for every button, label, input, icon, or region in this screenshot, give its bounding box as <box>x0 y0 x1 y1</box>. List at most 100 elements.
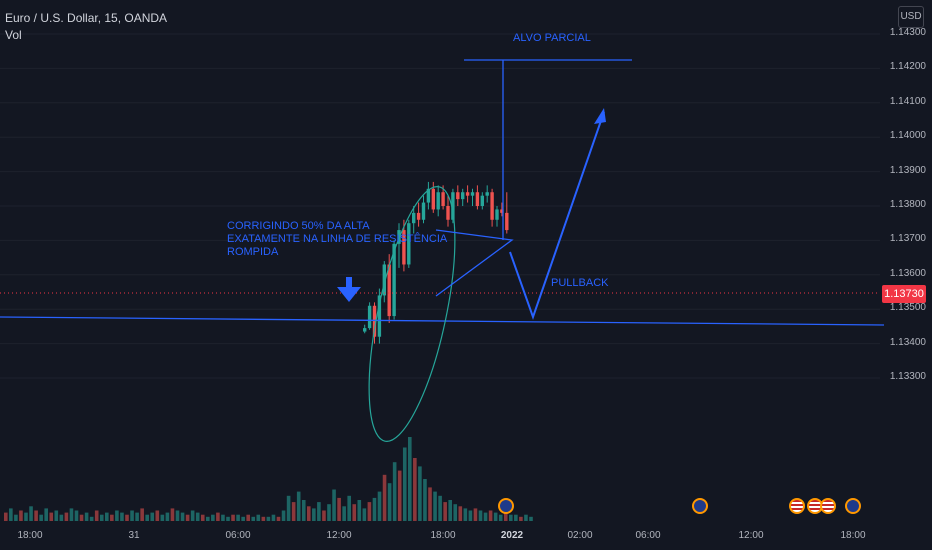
us-event-icon[interactable] <box>789 498 805 514</box>
candle <box>426 181 431 210</box>
volume-bar <box>443 502 447 521</box>
volume-bar <box>84 512 89 521</box>
pennant-triangle[interactable] <box>435 229 514 297</box>
volume-bar <box>19 510 23 521</box>
volume-bar <box>69 508 74 521</box>
volume-bar <box>276 516 281 521</box>
volume-bar <box>206 516 210 521</box>
price-tick: 1.14100 <box>889 95 926 107</box>
volume-bar <box>160 514 165 521</box>
volume-bar <box>281 510 286 521</box>
volume-bar <box>524 514 528 521</box>
volume-bar <box>317 502 321 521</box>
volume-bar <box>382 474 387 521</box>
price-tick: 1.13600 <box>889 267 926 279</box>
volume-bar <box>145 514 149 521</box>
resistance-line[interactable] <box>0 316 885 326</box>
volume-bar <box>165 512 170 521</box>
volume-bar <box>44 508 48 521</box>
time-tick: 06:00 <box>635 530 661 541</box>
us-event-icon[interactable] <box>820 498 836 514</box>
price-tick: 1.13500 <box>889 302 926 314</box>
candle <box>461 188 465 206</box>
volume-bar <box>413 458 417 521</box>
highlight-ellipse[interactable] <box>352 180 473 448</box>
volume-bar <box>130 510 134 521</box>
volume-bar <box>296 491 301 521</box>
economic-event-icon[interactable] <box>845 498 861 514</box>
volume-bar <box>105 512 109 521</box>
forecast-arrowhead <box>594 108 606 124</box>
time-tick: 2022 <box>500 530 524 541</box>
volume-bar <box>468 510 473 521</box>
candle <box>480 192 484 210</box>
volume-bar <box>408 437 412 521</box>
volume-bar <box>251 516 256 521</box>
candle <box>363 324 367 334</box>
symbol-title[interactable]: Euro / U.S. Dollar, 15, OANDA <box>5 11 168 25</box>
volume-bar <box>337 497 341 521</box>
volume-bar <box>529 516 533 521</box>
last-price-badge: 1.13730 <box>882 285 926 303</box>
economic-event-icon[interactable] <box>498 498 514 514</box>
volume-bar <box>200 514 205 521</box>
volume-bar <box>120 512 124 521</box>
candle <box>475 185 480 210</box>
grid <box>0 33 880 379</box>
volume-bar <box>241 516 245 521</box>
volume-series <box>4 437 533 521</box>
volume-bar <box>246 514 250 521</box>
volume-bar <box>221 514 225 521</box>
volume-bar <box>397 470 402 521</box>
volume-bar <box>423 479 427 521</box>
volume-bar <box>519 516 523 521</box>
economic-event-icon[interactable] <box>692 498 708 514</box>
time-tick: 18:00 <box>840 530 866 541</box>
volume-bar <box>514 514 518 521</box>
volume-bar <box>453 504 458 521</box>
candle <box>500 202 504 217</box>
volume-bar <box>135 512 139 521</box>
volume-bar <box>14 514 18 521</box>
volume-bar <box>433 491 437 521</box>
forecast-path[interactable] <box>509 111 605 321</box>
volume-bar <box>286 495 291 521</box>
candle <box>402 219 406 272</box>
time-tick: 18:00 <box>17 530 43 541</box>
pullback-label[interactable]: PULLBACK <box>551 277 609 289</box>
volume-bar <box>332 489 336 521</box>
volume-bar <box>483 512 488 521</box>
volume-bar <box>362 508 367 521</box>
volume-bar <box>387 483 392 521</box>
volume-bar <box>428 487 432 521</box>
volume-bar <box>216 512 220 521</box>
currency-button[interactable]: USD <box>898 6 924 28</box>
candle <box>495 206 499 227</box>
candle <box>397 223 401 268</box>
time-tick: 31 <box>128 530 140 541</box>
correction-text-line2[interactable]: EXATAMENTE NA LINHA DE RESISTÊNCIA <box>227 233 448 245</box>
volume-bar <box>322 510 326 521</box>
price-tick: 1.13700 <box>889 233 926 245</box>
volume-label[interactable]: Vol <box>5 28 22 42</box>
correction-text-line3[interactable]: ROMPIDA <box>227 246 279 258</box>
candle <box>416 202 421 227</box>
volume-bar <box>64 512 69 521</box>
correction-text-line1[interactable]: CORRIGINDO 50% DA ALTA <box>227 220 370 232</box>
volume-bar <box>9 508 13 521</box>
volume-bar <box>402 447 407 521</box>
volume-bar <box>195 512 200 521</box>
volume-bar <box>34 510 38 521</box>
volume-bar <box>458 506 463 521</box>
volume-bar <box>478 510 483 521</box>
candle <box>392 240 396 320</box>
time-tick: 12:00 <box>738 530 764 541</box>
volume-bar <box>312 508 316 521</box>
candle <box>456 185 460 206</box>
candle <box>470 188 475 206</box>
target-label[interactable]: ALVO PARCIAL <box>513 32 591 44</box>
volume-bar <box>39 514 43 521</box>
volume-bar <box>473 508 478 521</box>
